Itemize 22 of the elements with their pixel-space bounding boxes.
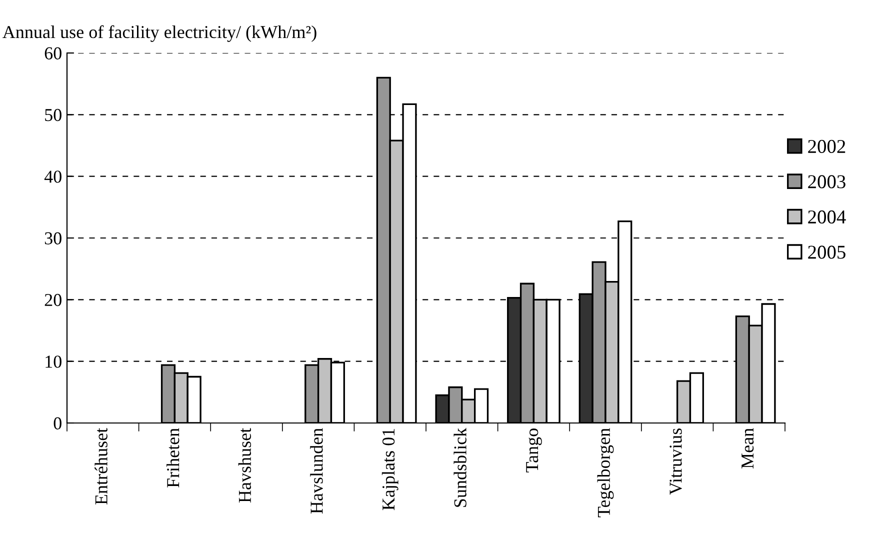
y-tick-label: 50 <box>45 108 62 122</box>
legend-label: 2003 <box>808 175 846 188</box>
y-tick-label: 0 <box>54 417 62 430</box>
legend-label: 2004 <box>808 210 846 224</box>
x-tick-label: Entréhuset <box>94 428 108 505</box>
x-tick-label: Tegelborgen <box>597 428 614 518</box>
y-tick-label: 10 <box>46 356 62 368</box>
x-tick-label: Sundsblick <box>454 428 466 507</box>
x-tick-label: Vitruvius <box>670 428 682 495</box>
legend-label: 2002 <box>808 140 846 154</box>
x-tick-label: Havshuset <box>238 428 252 503</box>
y-tick-label: 40 <box>44 170 62 183</box>
legend-label: 2005 <box>808 246 846 259</box>
x-tick-label: Tango <box>526 428 542 472</box>
y-axis-title: Annual use of facility electricity/ (kWh/m²) <box>2 25 316 42</box>
y-tick-label: 30 <box>44 232 62 244</box>
x-tick-label: Kajplats 01 <box>382 428 398 510</box>
x-tick-label: Friheten <box>166 428 180 488</box>
y-tick-label: 60 <box>44 47 62 60</box>
x-tick-label: Havslunden <box>310 428 323 514</box>
x-tick-label: Mean <box>742 428 754 468</box>
y-tick-label: 20 <box>44 294 62 306</box>
